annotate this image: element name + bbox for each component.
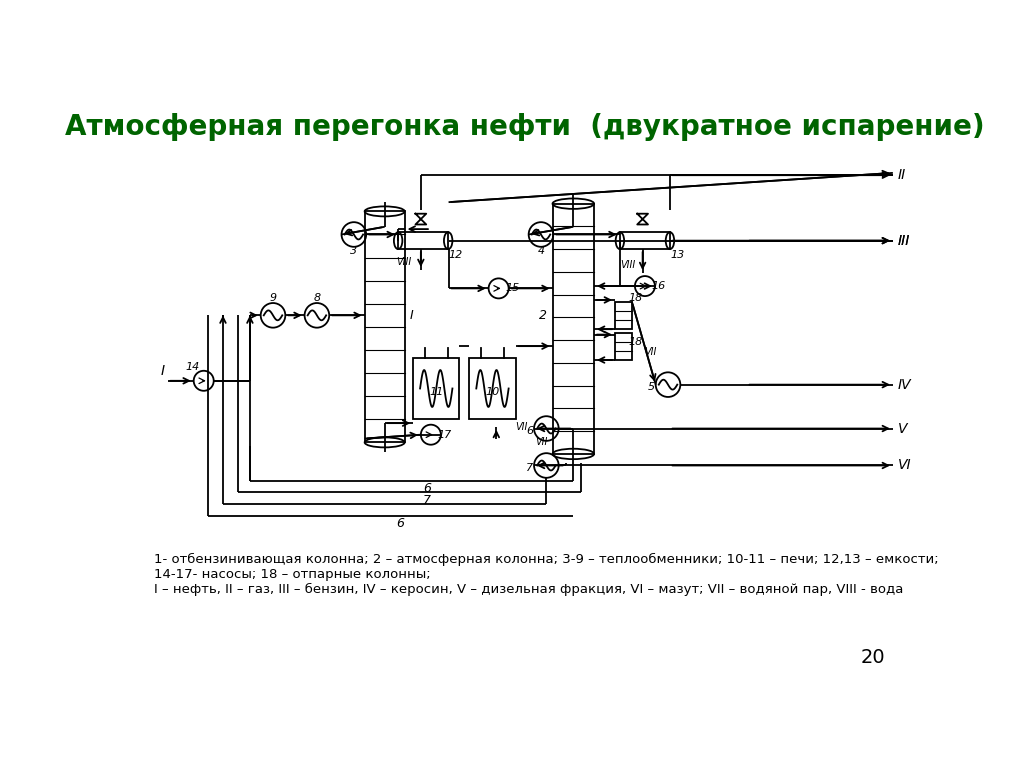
Text: 17: 17: [437, 430, 452, 439]
Text: 5: 5: [647, 382, 654, 392]
Text: VIII: VIII: [396, 257, 412, 267]
Text: 6: 6: [423, 482, 431, 495]
Bar: [614, 302, 632, 329]
Bar: [620, 232, 670, 249]
Text: VII: VII: [535, 437, 547, 447]
Text: 11: 11: [429, 387, 443, 397]
Text: III: III: [897, 234, 910, 248]
Text: 9: 9: [269, 294, 276, 304]
Text: 6: 6: [396, 517, 404, 530]
Bar: [553, 204, 594, 454]
Text: 18: 18: [629, 337, 643, 347]
Text: III: III: [897, 234, 910, 248]
Bar: [614, 333, 632, 360]
Bar: [469, 357, 515, 420]
Bar: [365, 212, 404, 443]
Text: 3: 3: [350, 246, 357, 256]
Text: VII: VII: [644, 347, 656, 357]
Text: 20: 20: [860, 648, 885, 667]
Text: 14-17- насосы; 18 – отпарные колонны;: 14-17- насосы; 18 – отпарные колонны;: [154, 568, 430, 581]
Text: 14: 14: [185, 362, 200, 372]
Bar: [398, 232, 449, 249]
Text: IV: IV: [897, 377, 911, 392]
Text: 18: 18: [629, 294, 643, 304]
Text: Атмосферная перегонка нефти  (двукратное испарение): Атмосферная перегонка нефти (двукратное …: [65, 113, 985, 140]
Text: 1- отбензинивающая колонна; 2 – атмосферная колонна; 3-9 – теплообменники; 10-11: 1- отбензинивающая колонна; 2 – атмосфер…: [154, 552, 938, 565]
Text: 16: 16: [651, 281, 666, 291]
Bar: [413, 357, 460, 420]
Text: VIII: VIII: [621, 260, 636, 270]
Text: I: I: [161, 364, 165, 378]
Text: 13: 13: [670, 249, 684, 259]
Text: 2: 2: [539, 309, 547, 322]
Text: 8: 8: [313, 294, 321, 304]
Text: II: II: [897, 168, 906, 183]
Text: I: I: [410, 309, 414, 322]
Text: 15: 15: [506, 283, 519, 294]
Text: 10: 10: [485, 387, 500, 397]
Text: VII: VII: [515, 422, 528, 432]
Text: V: V: [897, 422, 907, 436]
Text: I – нефть, II – газ, III – бензин, IV – керосин, V – дизельная фракция, VI – маз: I – нефть, II – газ, III – бензин, IV – …: [154, 583, 903, 597]
Text: 7: 7: [526, 463, 532, 472]
Text: 4: 4: [538, 246, 545, 256]
Text: 7: 7: [423, 494, 431, 507]
Text: 6: 6: [526, 426, 532, 436]
Text: VI: VI: [897, 459, 911, 472]
Text: 12: 12: [449, 249, 463, 259]
